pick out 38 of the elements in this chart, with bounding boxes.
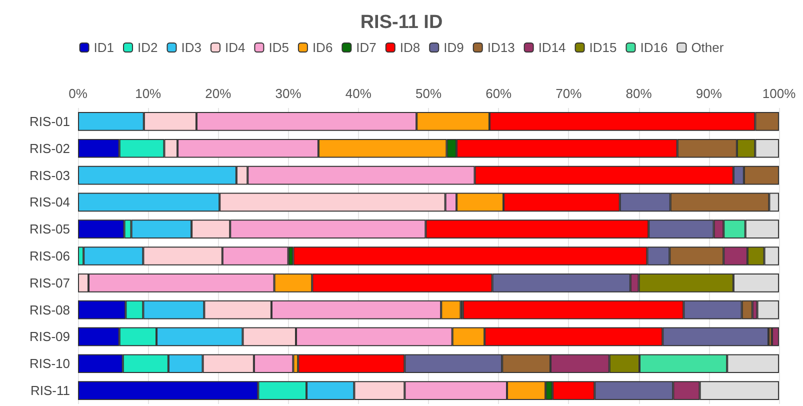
legend-label: ID2 — [138, 40, 158, 55]
x-tick-label: 80% — [626, 86, 652, 101]
y-tick-label: RIS-07 — [30, 275, 70, 290]
y-tick-label: RIS-05 — [30, 222, 70, 237]
y-tick-label: RIS-08 — [30, 302, 70, 318]
legend-label: ID14 — [538, 40, 566, 55]
legend-label: ID15 — [589, 40, 617, 55]
x-tick-label: 90% — [696, 86, 722, 101]
legend-label: ID3 — [181, 40, 202, 55]
x-tick-label: 50% — [415, 86, 442, 101]
legend-label: Other — [691, 40, 724, 55]
legend-label: ID1 — [94, 40, 114, 55]
x-tick-label: 40% — [345, 86, 372, 101]
legend-label: ID16 — [640, 40, 668, 55]
y-tick-label: RIS-03 — [30, 168, 70, 183]
y-tick-label: RIS-04 — [30, 194, 70, 210]
x-tick-label: 30% — [275, 86, 302, 101]
bar — [772, 327, 779, 346]
x-tick-label: 20% — [205, 86, 232, 101]
x-tick-label: 0% — [68, 86, 88, 101]
y-tick-label: RIS-09 — [30, 329, 70, 344]
y-tick-label: RIS-11 — [30, 383, 70, 398]
y-tick-label: RIS-02 — [30, 140, 70, 156]
legend-label: ID9 — [444, 40, 464, 55]
legend-label: ID6 — [312, 40, 333, 55]
x-tick-label: 10% — [135, 86, 162, 101]
legend-label: ID5 — [268, 40, 289, 55]
legend-label: ID13 — [487, 40, 515, 55]
x-tick-label: 70% — [556, 86, 582, 101]
y-tick-label: RIS-10 — [30, 356, 70, 372]
legend-label: ID8 — [400, 40, 420, 55]
legend-label: ID4 — [224, 40, 246, 55]
x-tick-label: 60% — [486, 86, 512, 101]
x-tick-label: 100% — [762, 86, 796, 101]
y-tick-label: RIS-06 — [30, 248, 70, 264]
y-tick-label: RIS-01 — [30, 114, 70, 129]
legend-label: ID7 — [356, 40, 376, 55]
chart-title: RIS-11 ID — [360, 12, 443, 33]
